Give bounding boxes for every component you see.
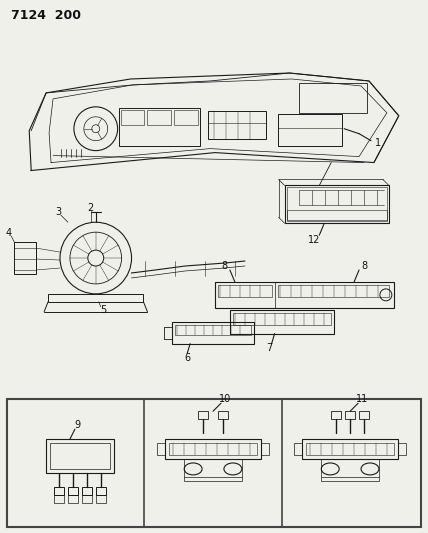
Text: 2: 2 bbox=[88, 203, 94, 213]
Bar bbox=[285, 185, 389, 223]
Bar bbox=[147, 110, 171, 125]
Bar bbox=[82, 487, 92, 495]
Bar bbox=[184, 477, 242, 481]
Bar bbox=[68, 487, 78, 495]
Bar bbox=[398, 443, 406, 455]
Bar bbox=[165, 439, 261, 459]
Text: 8: 8 bbox=[222, 261, 228, 271]
Bar bbox=[303, 439, 398, 459]
Bar bbox=[54, 487, 64, 495]
Bar bbox=[278, 285, 389, 297]
Bar bbox=[119, 108, 200, 146]
Bar bbox=[321, 477, 379, 481]
Bar bbox=[82, 495, 92, 503]
Bar bbox=[50, 443, 110, 469]
Text: 3: 3 bbox=[55, 207, 61, 217]
Bar bbox=[172, 322, 254, 344]
Bar bbox=[278, 114, 342, 146]
Text: 8: 8 bbox=[361, 261, 367, 271]
Bar bbox=[261, 443, 269, 455]
Text: 11: 11 bbox=[356, 394, 368, 405]
Text: 9: 9 bbox=[75, 420, 81, 430]
Bar bbox=[306, 443, 394, 455]
Bar bbox=[96, 487, 106, 495]
Bar bbox=[175, 325, 251, 335]
Bar bbox=[68, 495, 78, 503]
Bar bbox=[158, 443, 165, 455]
Text: 12: 12 bbox=[308, 235, 321, 245]
Bar bbox=[169, 443, 257, 455]
Bar bbox=[300, 83, 367, 113]
Bar bbox=[198, 411, 208, 419]
Bar bbox=[286, 188, 387, 221]
Text: 5: 5 bbox=[101, 305, 107, 315]
Bar bbox=[174, 110, 198, 125]
Text: 4: 4 bbox=[5, 228, 12, 238]
Bar bbox=[14, 242, 36, 274]
Text: 10: 10 bbox=[219, 394, 231, 405]
Bar bbox=[46, 439, 114, 473]
Text: 7124  200: 7124 200 bbox=[11, 10, 81, 22]
Bar bbox=[218, 285, 272, 297]
Bar bbox=[345, 411, 355, 419]
Bar bbox=[7, 399, 421, 527]
Bar bbox=[286, 211, 387, 220]
Bar bbox=[359, 411, 369, 419]
Bar bbox=[294, 443, 303, 455]
Text: 7: 7 bbox=[267, 343, 273, 352]
Bar bbox=[233, 313, 331, 325]
Bar bbox=[208, 111, 266, 139]
Bar bbox=[331, 411, 341, 419]
Bar bbox=[215, 282, 394, 308]
Bar bbox=[121, 110, 145, 125]
Bar bbox=[48, 294, 143, 302]
Text: 6: 6 bbox=[184, 352, 190, 362]
Text: 1: 1 bbox=[375, 138, 381, 148]
Bar bbox=[218, 411, 228, 419]
Bar bbox=[54, 495, 64, 503]
Bar bbox=[230, 310, 334, 334]
Bar bbox=[96, 495, 106, 503]
